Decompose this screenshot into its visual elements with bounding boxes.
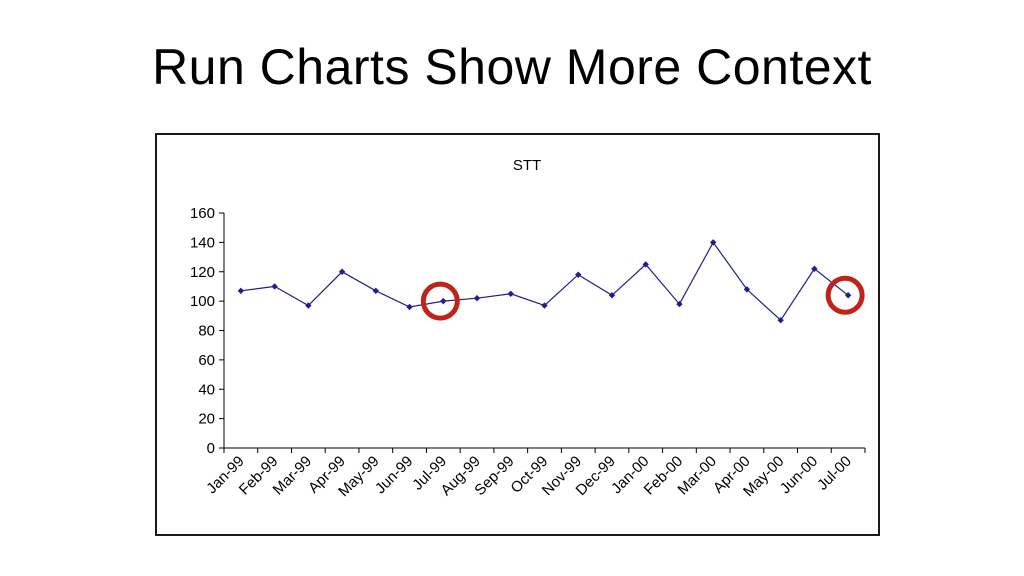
- data-point: [406, 303, 413, 311]
- slide-title: Run Charts Show More Context: [152, 39, 872, 95]
- y-axis-ticks: 0 20 40 60 80 100 120 140 160: [190, 205, 224, 457]
- data-point: [237, 287, 245, 295]
- data-point: [844, 292, 852, 299]
- y-tick-label: 0: [207, 440, 215, 457]
- data-point: [271, 283, 278, 290]
- data-point: [676, 300, 683, 308]
- y-tick-label: 20: [198, 411, 215, 428]
- data-point: [440, 297, 447, 305]
- x-tick-label: Jun-00: [777, 453, 821, 497]
- y-tick-label: 40: [198, 381, 215, 398]
- y-tick-label: 120: [190, 264, 215, 281]
- x-tick-label: Mar-00: [674, 453, 720, 499]
- axes: [223, 213, 865, 449]
- data-point: [575, 271, 582, 278]
- data-points: [237, 239, 852, 324]
- data-point: [709, 239, 717, 246]
- x-axis-ticks: Jan-99Feb-99Mar-99Apr-99May-99Jun-99Jul-…: [203, 448, 866, 500]
- y-tick-label: 100: [190, 293, 215, 310]
- data-point: [811, 265, 818, 273]
- y-tick-label: 80: [198, 323, 215, 340]
- data-point: [473, 294, 481, 302]
- data-point: [305, 302, 312, 309]
- data-point: [608, 292, 616, 299]
- data-point: [507, 290, 514, 297]
- data-point: [743, 286, 751, 293]
- highlight-circles: [420, 275, 865, 321]
- data-point: [541, 302, 548, 309]
- data-point: [777, 317, 784, 324]
- data-point: [372, 287, 380, 295]
- x-tick-label: Jun-99: [372, 453, 416, 497]
- x-tick-label: Mar-99: [270, 453, 316, 499]
- highlight-circle: [420, 281, 460, 321]
- x-tick-label: Jul-00: [814, 453, 855, 494]
- chart-frame: STT 0 20 40 60 80 100 120 140 160 Jan-99 Feb-99 Ma…: [155, 133, 880, 536]
- chart-title: STT: [513, 157, 541, 174]
- y-tick-label: 60: [198, 352, 215, 369]
- run-chart: STT 0 20 40 60 80 100 120 140 160 Jan-99Feb-99Ma…: [190, 157, 866, 500]
- highlight-circle: [825, 275, 865, 315]
- y-tick-label: 140: [190, 234, 215, 251]
- y-tick-label: 160: [190, 205, 215, 222]
